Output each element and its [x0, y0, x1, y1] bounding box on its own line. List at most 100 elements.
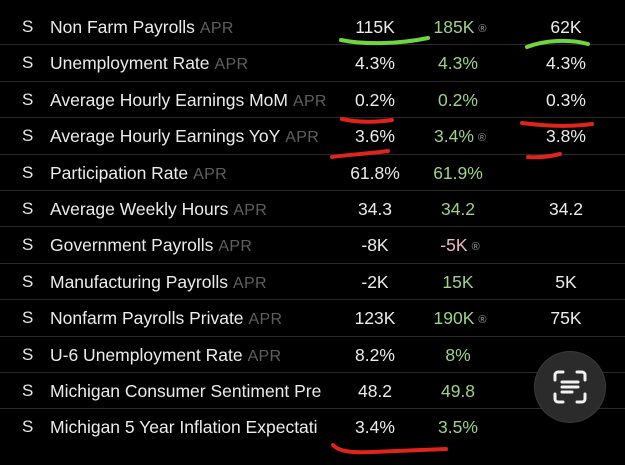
country-flag: S	[22, 53, 34, 73]
country-flag: S	[22, 162, 34, 182]
forecast-value: 34.2	[440, 198, 476, 219]
forecast-value-cell: 15K	[420, 264, 500, 300]
forecast-value-cell: 4.3%	[420, 45, 500, 81]
event-period: APR	[199, 20, 234, 37]
event-name: U-6 Unemployment Rate	[50, 344, 243, 365]
event-name: Government Payrolls	[50, 235, 214, 256]
previous-value: 62K	[550, 17, 582, 37]
event-name: Michigan 5 Year Inflation Expectati	[50, 417, 318, 438]
event-name-cell: Unemployment Rate APR	[50, 45, 334, 81]
visual-lookup-icon	[553, 370, 587, 404]
actual-value: 3.4%	[355, 417, 395, 438]
forecast-value: 0.2%	[438, 89, 478, 110]
actual-value: 34.3	[357, 198, 393, 219]
event-name: Average Hourly Earnings MoM	[50, 89, 288, 110]
event-name-cell: Nonfarm Payrolls Private APR	[50, 300, 334, 336]
revised-marker: ®	[478, 314, 487, 327]
forecast-value-cell: -5K ®	[420, 227, 500, 263]
event-name-cell: Government Payrolls APR	[50, 227, 334, 263]
actual-value: 48.2	[357, 380, 393, 401]
country-flag: S	[22, 17, 34, 36]
event-name-cell: Average Weekly Hours APR	[50, 191, 334, 227]
previous-value: 3.8%	[546, 126, 586, 147]
forecast-value-cell: 185K ®	[420, 9, 500, 45]
revised-marker: ®	[471, 241, 480, 254]
forecast-value-cell: 49.8	[420, 373, 500, 409]
event-period: APR	[233, 274, 267, 292]
forecast-value: 49.8	[440, 380, 476, 401]
forecast-value: -5K	[440, 235, 468, 256]
country-flag: S	[22, 417, 34, 437]
forecast-value: 15K	[442, 271, 474, 292]
actual-value: -8K	[361, 235, 389, 256]
event-name-cell: U-6 Unemployment Rate APR	[50, 337, 334, 373]
forecast-value: 61.9%	[433, 162, 483, 183]
event-period: APR	[247, 347, 282, 365]
forecast-value-cell: 61.9%	[420, 155, 500, 191]
actual-value: 3.6%	[355, 126, 395, 147]
economic-calendar-table: S Non Farm Payrolls APR 115K 185K ® 62K S …	[0, 9, 625, 446]
event-period: APR	[214, 56, 249, 74]
event-name-cell: Manufacturing Payrolls APR	[50, 264, 334, 300]
country-flag: S	[22, 198, 34, 218]
actual-value: -2K	[361, 271, 389, 292]
event-period: APR	[233, 201, 268, 219]
table-row[interactable]: S U-6 Unemployment Rate APR 8.2% 8%	[0, 337, 625, 373]
previous-value	[520, 155, 612, 191]
event-period: APR	[218, 238, 253, 256]
event-name: Average Hourly Earnings YoY	[50, 126, 281, 147]
actual-value: 61.8%	[350, 162, 400, 183]
country-flag: S	[22, 89, 34, 109]
forecast-value-cell: 0.2%	[420, 82, 500, 118]
event-name: Unemployment Rate	[50, 53, 210, 74]
event-name: Average Weekly Hours	[50, 198, 229, 219]
actual-value: 8.2%	[355, 344, 395, 365]
event-name-cell: Michigan 5 Year Inflation Expectati	[50, 409, 334, 445]
event-name: Participation Rate	[50, 162, 189, 183]
visual-lookup-button[interactable]	[535, 352, 605, 422]
actual-value: 0.2%	[355, 89, 395, 110]
event-name: Michigan Consumer Sentiment Pre	[50, 380, 322, 401]
table-row[interactable]: S Average Hourly Earnings MoM APR 0.2% 0.…	[0, 82, 625, 119]
previous-value: 4.3%	[546, 53, 586, 74]
table-row[interactable]: S Non Farm Payrolls APR 115K 185K ® 62K	[0, 9, 625, 46]
forecast-value-cell: 8%	[420, 337, 500, 373]
event-name: Non Farm Payrolls	[50, 17, 195, 37]
forecast-value: 190K	[433, 308, 475, 329]
table-row[interactable]: S Government Payrolls APR -8K -5K ®	[0, 227, 625, 264]
table-row[interactable]: S Average Hourly Earnings YoY APR 3.6% 3.…	[0, 118, 625, 155]
table-row[interactable]: S Michigan 5 Year Inflation Expectati 3.…	[0, 409, 625, 445]
forecast-value: 4.3%	[438, 53, 478, 74]
forecast-value-cell: 3.5%	[420, 409, 500, 445]
country-flag: S	[22, 380, 34, 400]
country-flag: S	[22, 344, 34, 364]
table-row[interactable]: S Average Weekly Hours APR 34.3 34.2 34.2	[0, 191, 625, 228]
actual-value: 123K	[354, 308, 396, 329]
event-name-cell: Michigan Consumer Sentiment Pre	[50, 373, 334, 409]
previous-value: 75K	[550, 308, 582, 329]
table-row[interactable]: S Participation Rate APR 61.8% 61.9%	[0, 155, 625, 191]
event-name-cell: Participation Rate APR	[50, 155, 334, 191]
event-name: Nonfarm Payrolls Private	[50, 308, 244, 329]
actual-value: 115K	[355, 17, 395, 37]
actual-value: 4.3%	[355, 53, 395, 74]
event-name-cell: Average Hourly Earnings YoY APR	[50, 118, 334, 154]
table-row[interactable]: S Unemployment Rate APR 4.3% 4.3% 4.3%	[0, 45, 625, 82]
country-flag: S	[22, 126, 34, 146]
table-row[interactable]: S Michigan Consumer Sentiment Pre 48.2 4…	[0, 373, 625, 410]
forecast-value: 8%	[445, 344, 471, 365]
previous-value	[520, 227, 612, 263]
event-name-cell: Average Hourly Earnings MoM APR	[50, 82, 334, 118]
forecast-value: 3.4%	[434, 126, 474, 147]
event-period: APR	[285, 129, 320, 147]
table-row[interactable]: S Manufacturing Payrolls APR -2K 15K 5K	[0, 264, 625, 301]
table-row[interactable]: S Nonfarm Payrolls Private APR 123K 190K ®…	[0, 300, 625, 337]
event-name: Manufacturing Payrolls	[50, 271, 228, 292]
event-period: APR	[193, 165, 227, 183]
forecast-value: 185K	[433, 17, 475, 37]
previous-value: 0.3%	[546, 89, 586, 110]
revised-marker: ®	[477, 132, 486, 145]
event-period: APR	[248, 311, 283, 329]
event-name-cell: Non Farm Payrolls APR	[50, 9, 334, 45]
previous-value: 34.2	[548, 198, 584, 219]
